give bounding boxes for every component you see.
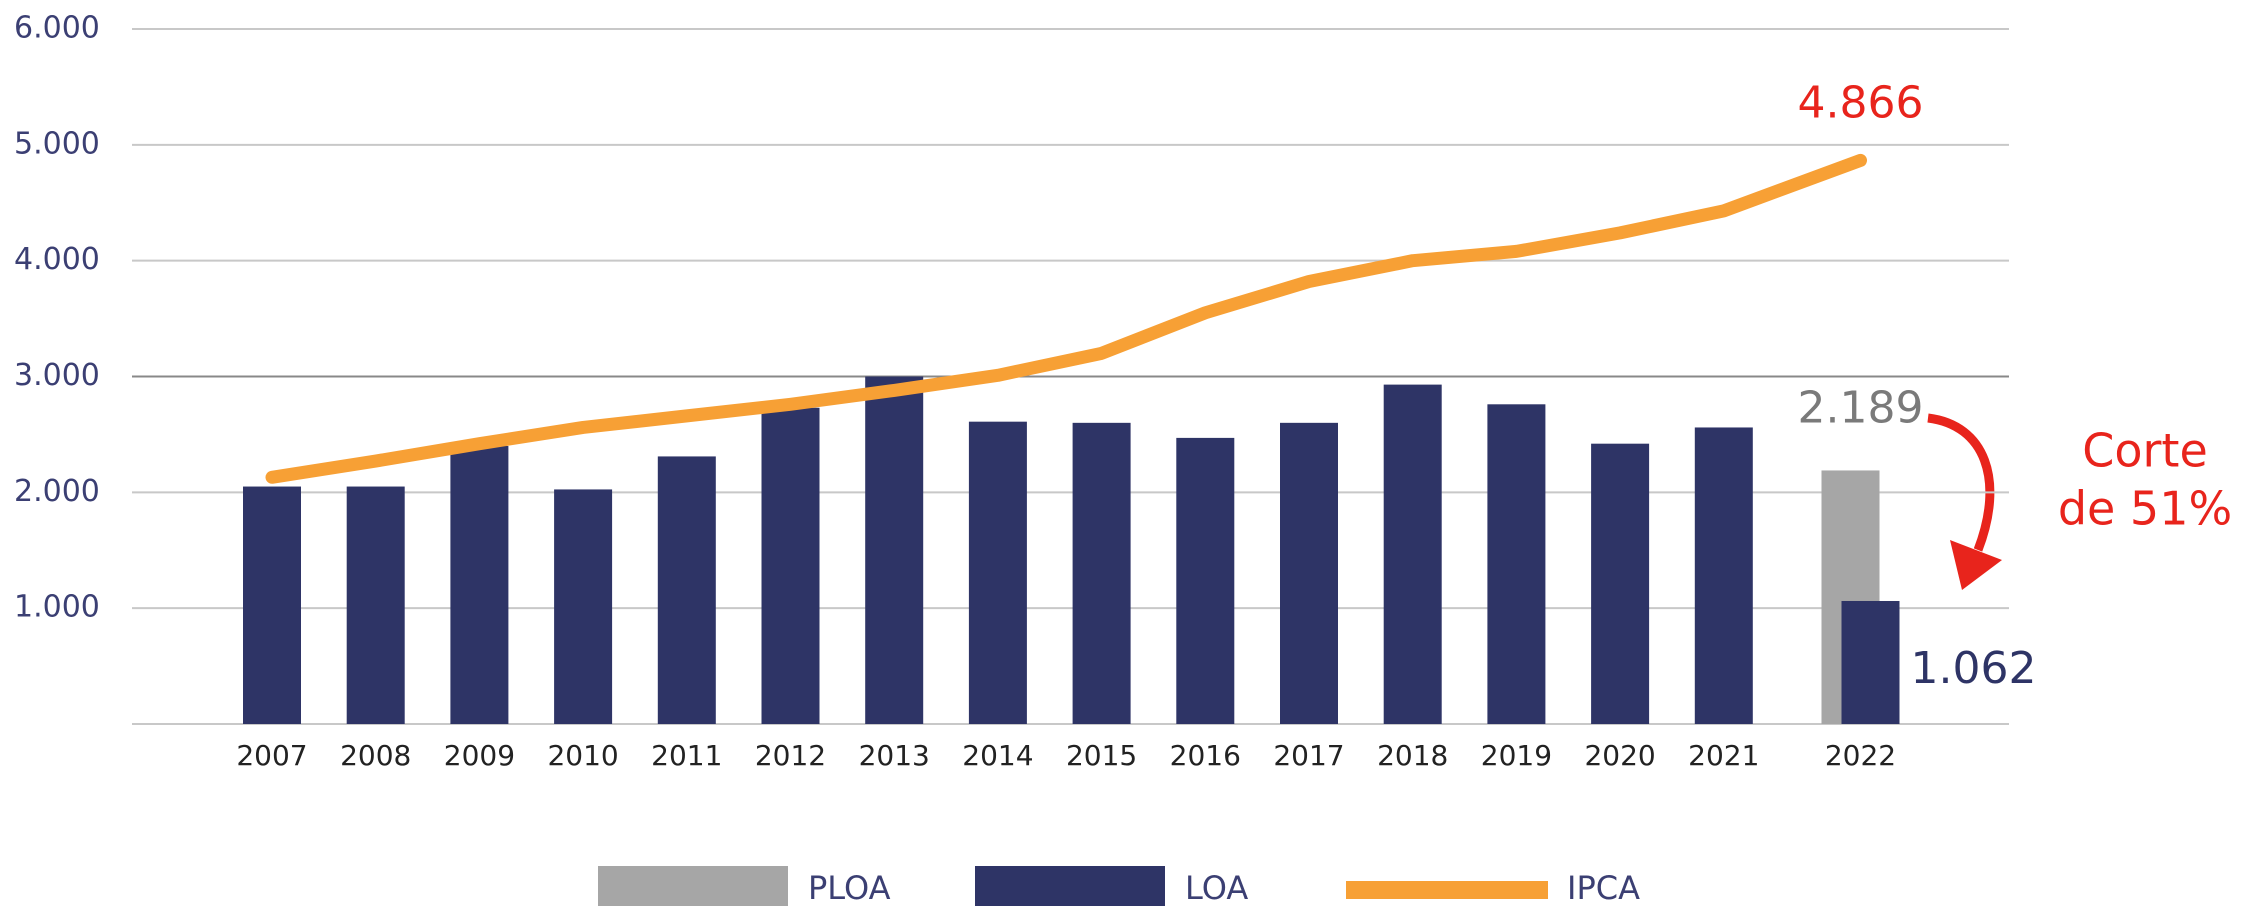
- cut-arrowhead: [1950, 540, 2002, 590]
- y-tick-label: 6.000: [14, 11, 100, 46]
- legend-swatch: [598, 866, 788, 906]
- x-tick-label: 2007: [236, 739, 307, 772]
- x-tick-label: 2017: [1273, 739, 1344, 772]
- bar: [1280, 422, 1338, 724]
- legend-swatch: [975, 866, 1165, 906]
- x-tick-label: 2020: [1584, 739, 1655, 772]
- bar: [657, 456, 716, 724]
- x-tick-label: 2022: [1825, 739, 1896, 772]
- bar: [346, 486, 405, 724]
- bar: [761, 407, 820, 724]
- y-tick-label: 3.000: [14, 358, 100, 393]
- x-tick-label: 2014: [962, 739, 1033, 772]
- bar: [554, 489, 613, 724]
- value-label: 1.062: [1911, 643, 2037, 694]
- bar: [1841, 600, 1900, 724]
- legend-label: PLOA: [808, 869, 891, 907]
- bar: [865, 376, 924, 724]
- x-tick-label: 2011: [651, 739, 722, 772]
- cut-arrow: [1927, 413, 1995, 552]
- annotation: de 51%: [2058, 482, 2232, 536]
- legend-label: LOA: [1185, 869, 1248, 907]
- bar: [1383, 384, 1442, 724]
- value-label: 2.189: [1798, 382, 1924, 433]
- x-tick-label: 2012: [755, 739, 826, 772]
- x-tick-label: 2019: [1481, 739, 1552, 772]
- x-tick-label: 2016: [1170, 739, 1241, 772]
- bar: [243, 486, 301, 724]
- y-tick-label: 5.000: [14, 126, 100, 161]
- line: [265, 153, 1867, 484]
- x-tick-label: 2013: [859, 739, 930, 772]
- bar: [450, 446, 509, 724]
- y-tick-label: 4.000: [14, 242, 100, 277]
- bar: [1176, 437, 1235, 724]
- x-tick-label: 2010: [547, 739, 618, 772]
- legend-swatch: [1346, 881, 1548, 899]
- bar: [1072, 422, 1131, 724]
- x-tick-label: 2015: [1066, 739, 1137, 772]
- bar: [1591, 443, 1650, 724]
- annotation: Corte: [2082, 424, 2208, 478]
- x-tick-label: 2009: [444, 739, 515, 772]
- bar: [968, 421, 1027, 724]
- y-tick-label: 1.000: [14, 590, 100, 625]
- value-label: 4.866: [1798, 77, 1924, 128]
- x-tick-label: 2018: [1377, 739, 1448, 772]
- legend-label: IPCA: [1567, 869, 1640, 907]
- bar: [1694, 427, 1753, 724]
- bar: [1487, 404, 1546, 724]
- x-tick-label: 2021: [1688, 739, 1759, 772]
- y-tick-label: 2.000: [14, 474, 100, 509]
- x-tick-label: 2008: [340, 739, 411, 772]
